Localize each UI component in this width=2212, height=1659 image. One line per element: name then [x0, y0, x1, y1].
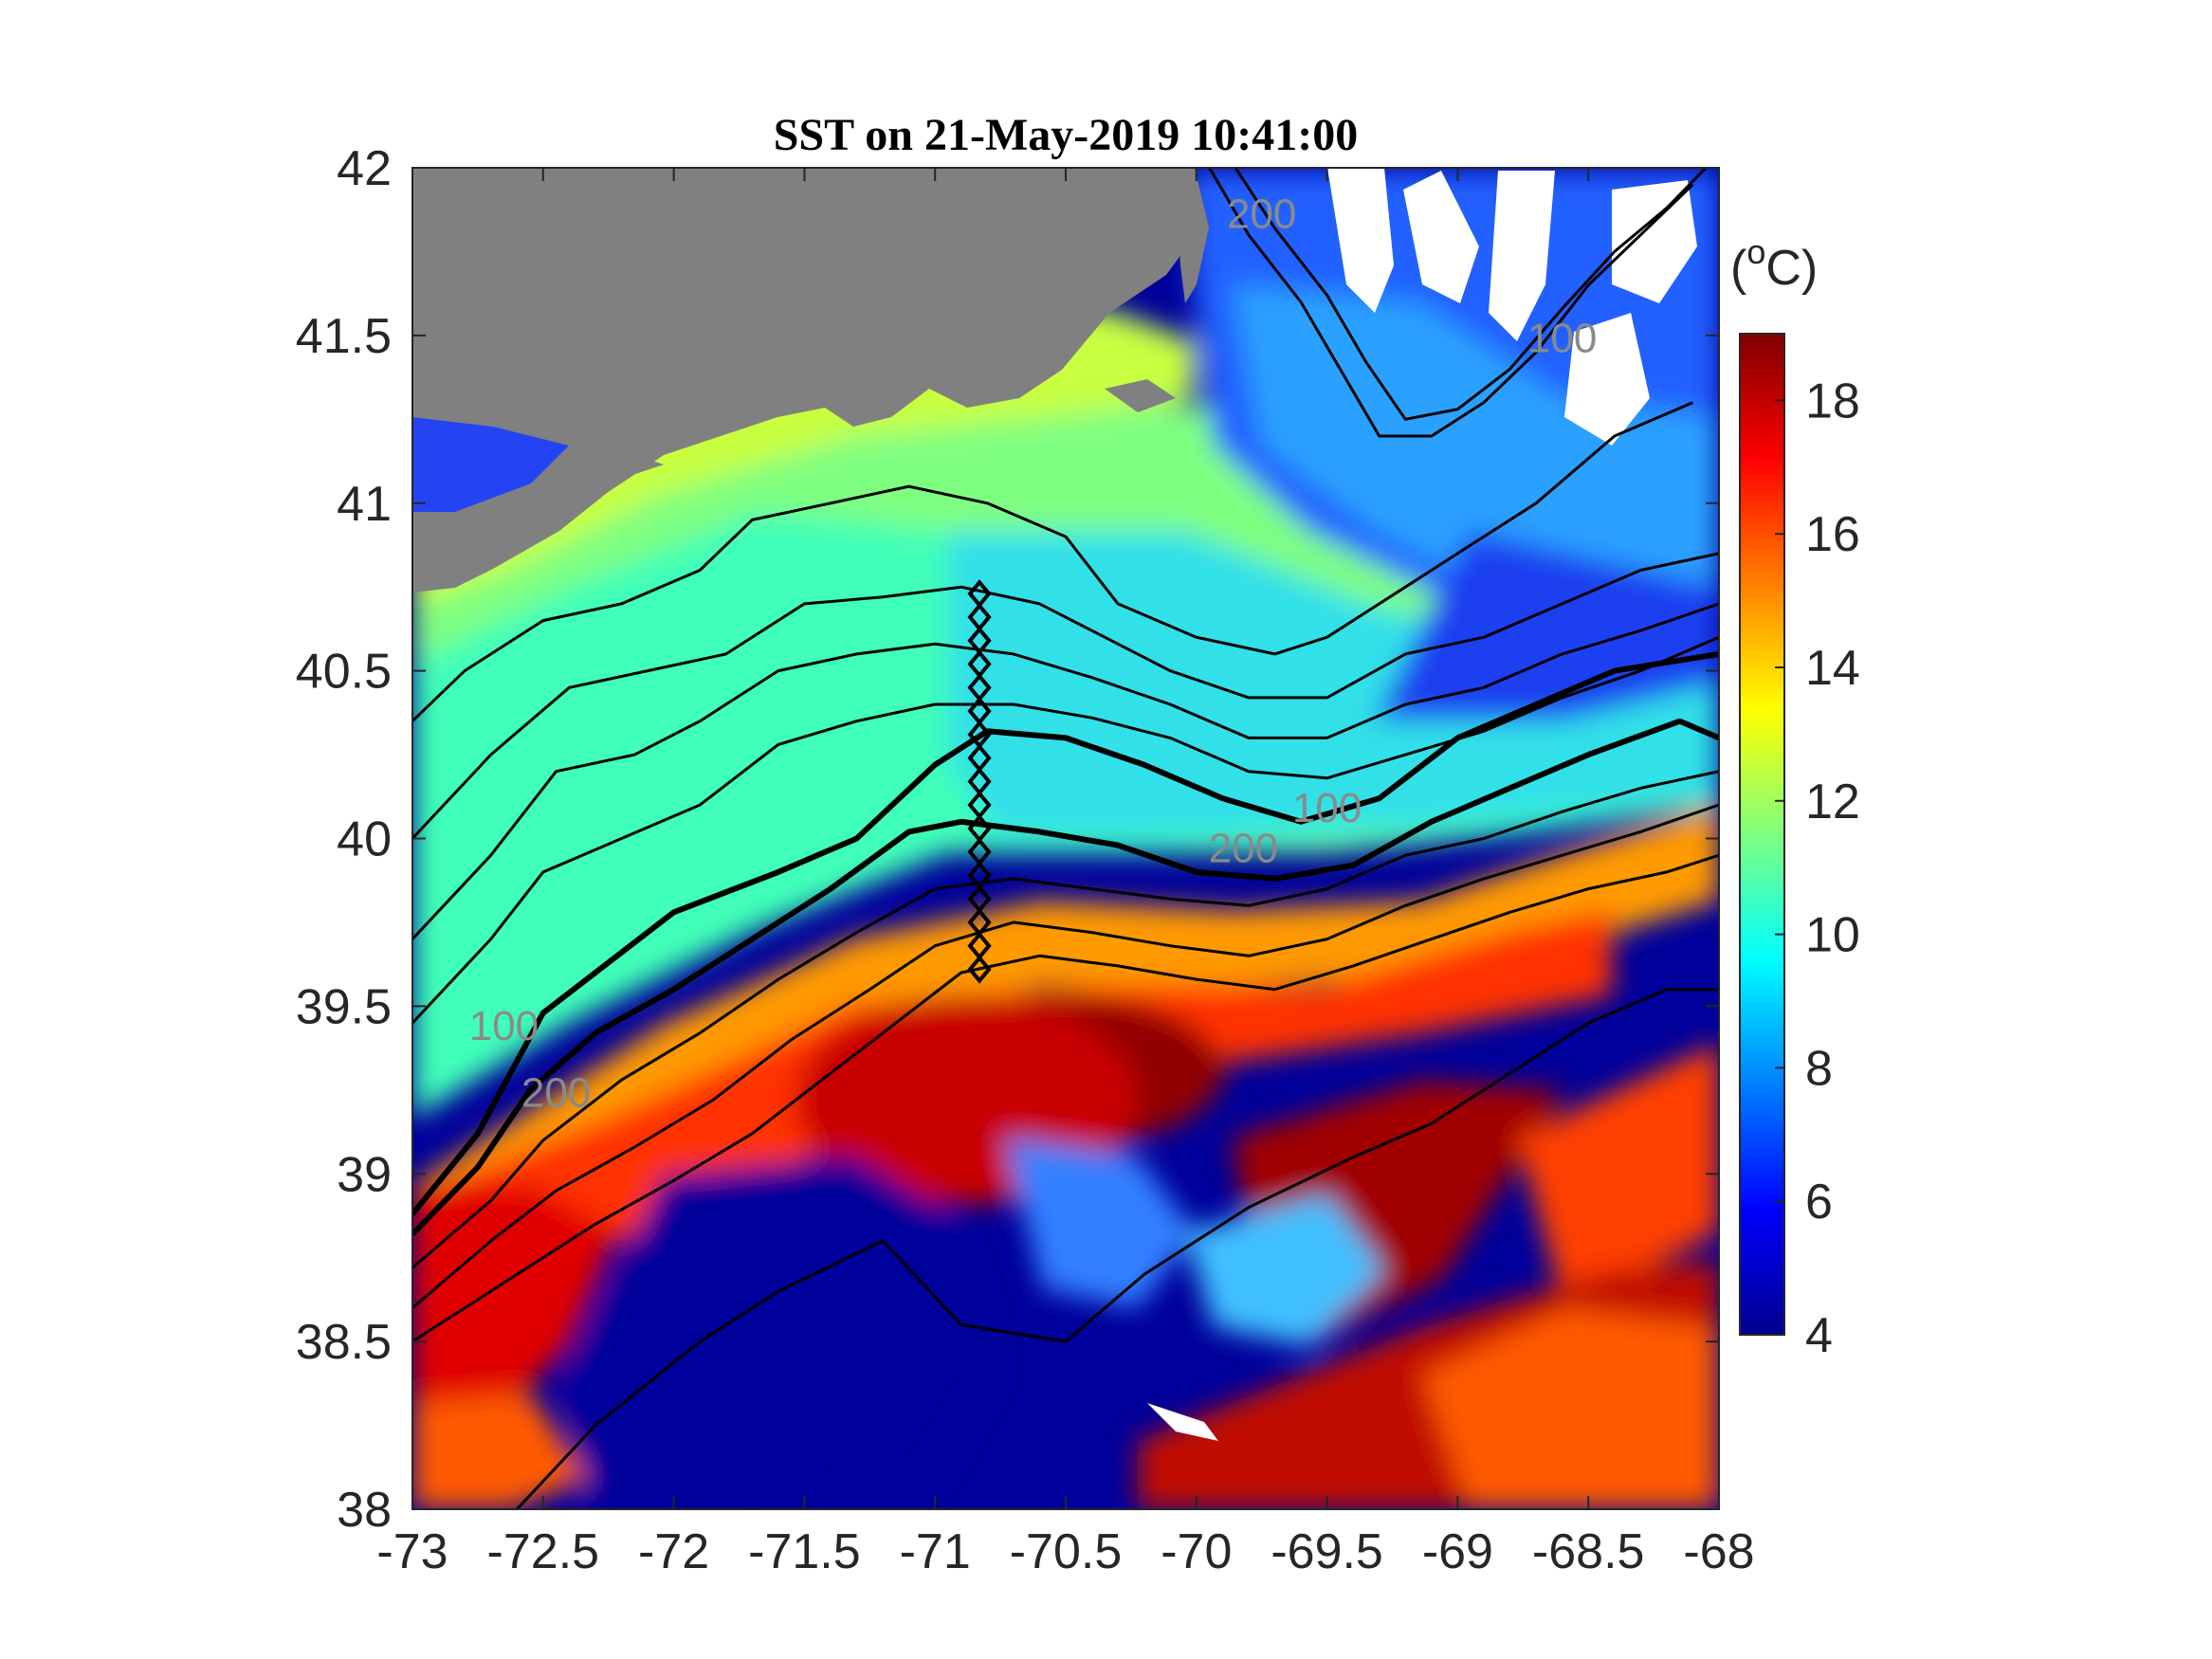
x-tick-label: -68.5	[1532, 1524, 1645, 1579]
isobath-line-c1	[412, 401, 1693, 722]
contour-label: 200	[521, 1070, 591, 1117]
colorbar-label: (oC)	[1730, 232, 1818, 296]
colorbar-label-suffix: C)	[1765, 241, 1818, 296]
isobath-line-c5	[412, 770, 1719, 1269]
x-tick-label: -72	[638, 1524, 709, 1579]
contour-labels: 200 100 100 200 100 200	[469, 191, 1598, 1117]
isobath-line-c7	[412, 853, 1719, 1343]
isobath-line-c3	[412, 602, 1719, 940]
isobath-line-deep	[516, 988, 1719, 1509]
y-tick-label: 38	[337, 1483, 392, 1538]
y-tick-label: 39.5	[296, 979, 392, 1034]
contour-label: 200	[1209, 825, 1278, 871]
isobath-line-200	[412, 718, 1719, 1236]
colorbar-tick-label: 12	[1805, 775, 1860, 830]
x-tick-label: -68	[1683, 1524, 1754, 1579]
colorbar-tick-label: 8	[1805, 1041, 1833, 1096]
isobath-line-100	[412, 650, 1719, 1216]
colorbar-tick-label: 18	[1805, 374, 1860, 428]
x-tick-label: -73	[376, 1524, 448, 1579]
contour-label: 100	[1292, 785, 1362, 831]
isobath-line-c2	[412, 552, 1719, 840]
y-tick-label: 42	[337, 141, 392, 196]
isobath-line-gom1	[1208, 168, 1694, 438]
x-tick-label: -70.5	[1010, 1524, 1123, 1579]
colorbar-tick-label: 6	[1805, 1175, 1833, 1230]
y-tick-label: 40	[337, 812, 392, 867]
x-tick-label: -71	[900, 1524, 971, 1579]
colorbar-tick-label: 14	[1805, 641, 1860, 696]
transect-markers	[967, 579, 992, 984]
x-tick-label: -70	[1161, 1524, 1232, 1579]
chart-title: SST on 21-May-2019 10:41:00	[774, 110, 1358, 160]
contour-label: 200	[1227, 191, 1296, 238]
transect-marker	[967, 955, 992, 984]
isobath-line-gom2	[1234, 168, 1708, 421]
x-tick-label: -71.5	[748, 1524, 861, 1579]
contour-label: 100	[469, 1003, 539, 1049]
y-tick-label: 40.5	[296, 645, 392, 700]
colorbar-label-prefix: (	[1730, 241, 1747, 296]
x-tick-label: -69.5	[1271, 1524, 1383, 1579]
colorbar: 4 6 8 10 12 14 16 18 (oC)	[1730, 232, 1860, 1363]
colorbar-gradient	[1739, 333, 1785, 1336]
colorbar-label-super: o	[1746, 232, 1765, 271]
contour-label: 100	[1527, 316, 1597, 362]
y-tick-label: 38.5	[296, 1315, 392, 1370]
isobath-line-c6	[412, 803, 1719, 1309]
colorbar-tick-label: 4	[1805, 1308, 1833, 1363]
isobath-line-c4	[412, 635, 1719, 1025]
y-axis-ticks: 38 38.5 39 39.5 40 40.5 41 41.5 42	[296, 141, 1719, 1538]
colorbar-tick-label: 16	[1805, 507, 1860, 562]
x-tick-label: -69	[1422, 1524, 1493, 1579]
colorbar-tick-label: 10	[1805, 908, 1860, 963]
y-tick-label: 41	[337, 477, 392, 532]
sst-field	[412, 168, 1719, 1509]
colorbar-ticks: 4 6 8 10 12 14 16 18	[1775, 374, 1860, 1363]
isobath-contours	[412, 168, 1719, 1509]
y-tick-label: 39	[337, 1147, 392, 1202]
x-axis-ticks: -73 -72.5 -72 -71.5 -71 -70.5 -70 -69.5 -69 -68.5…	[376, 168, 1755, 1579]
y-tick-label: 41.5	[296, 309, 392, 364]
x-tick-label: -72.5	[487, 1524, 600, 1579]
